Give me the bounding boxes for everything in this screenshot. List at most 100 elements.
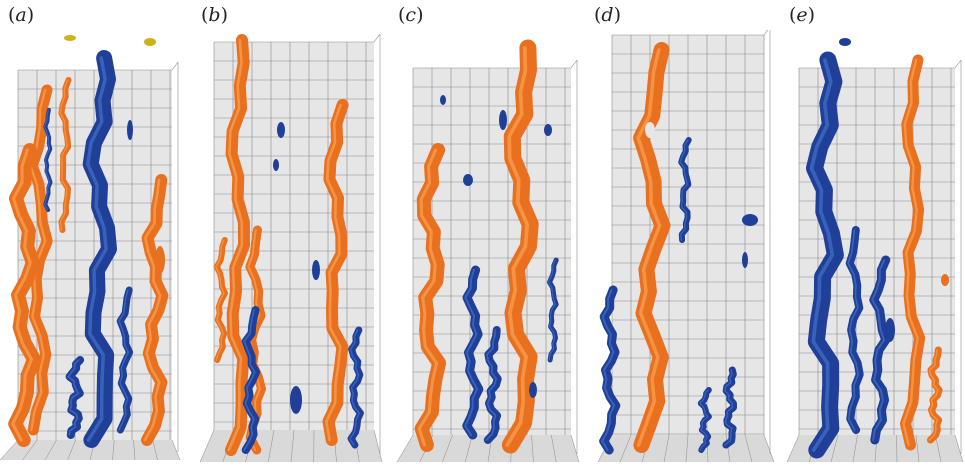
tube-highlight <box>464 269 479 436</box>
grid-line <box>725 434 731 463</box>
negative-structure <box>697 387 712 453</box>
tube-body <box>82 50 117 448</box>
positive-blob <box>941 274 949 286</box>
tube-highlight <box>679 139 689 241</box>
negative-blob <box>277 122 285 138</box>
grid-line <box>744 434 753 463</box>
loop-hole <box>645 122 655 138</box>
box-floor <box>0 440 180 460</box>
panel-label-a: (a) <box>8 4 35 26</box>
tube-body <box>225 34 250 456</box>
tube-body <box>483 326 502 444</box>
negative-structure <box>43 108 53 212</box>
tube-highlight <box>902 58 919 447</box>
tube-body <box>213 237 228 363</box>
tube-body <box>633 42 671 453</box>
negative-blob <box>742 214 758 226</box>
grid-line <box>67 439 76 461</box>
tube-highlight <box>600 289 616 451</box>
negative-blob <box>839 38 851 46</box>
tube-body <box>347 326 364 449</box>
tube-body <box>58 77 72 233</box>
tube-highlight <box>348 329 361 446</box>
tube-highlight <box>143 178 162 442</box>
tube-highlight <box>66 359 80 436</box>
positive-structure <box>141 174 169 446</box>
panel-b-render <box>199 33 383 463</box>
grid-line <box>373 429 383 463</box>
negative-structure <box>845 226 864 434</box>
box-floor <box>598 435 774 462</box>
positive-structure <box>927 346 943 444</box>
tube-body <box>547 257 559 363</box>
domain-box <box>597 30 775 463</box>
negative-structure <box>116 286 134 434</box>
positive-structure <box>58 77 72 233</box>
positive-blob <box>155 246 165 274</box>
tube-body <box>927 346 943 444</box>
panel-c-render <box>396 39 580 463</box>
negative-structure <box>599 285 621 455</box>
grid-line <box>896 434 898 463</box>
tube-body <box>501 39 539 454</box>
grid-line <box>112 439 115 461</box>
tube-body <box>722 366 737 449</box>
grid-line <box>570 434 580 463</box>
tube-body <box>806 51 844 459</box>
grid-line <box>619 434 632 463</box>
grid-line <box>935 434 942 463</box>
tube-body <box>43 108 53 212</box>
tube-highlight <box>227 38 244 452</box>
tube-highlight <box>723 369 734 446</box>
negative-blob <box>273 159 279 171</box>
negative-structure <box>678 137 692 243</box>
grid-line <box>442 434 453 463</box>
tube-body <box>697 387 712 453</box>
panel-label-b: (b) <box>201 4 229 26</box>
positive-structure <box>8 143 41 447</box>
grid-line <box>685 434 689 463</box>
grid-line <box>373 33 381 43</box>
tube-highlight <box>871 259 886 441</box>
tube-highlight <box>43 109 51 211</box>
positive-structure <box>213 237 228 363</box>
negative-structure <box>806 51 844 459</box>
tube-highlight <box>485 329 498 441</box>
tube-highlight <box>547 259 556 361</box>
negative-blob <box>885 318 895 342</box>
tube-highlight <box>505 46 530 447</box>
positive-structure <box>633 42 671 453</box>
grid-line <box>551 434 557 463</box>
tube-body <box>8 143 41 447</box>
grid-line <box>570 59 578 69</box>
panel-label-d: (d) <box>594 4 622 26</box>
grid-line <box>199 429 215 463</box>
grid-line <box>290 429 295 463</box>
positive-structure <box>414 143 447 452</box>
tube-highlight <box>928 349 939 441</box>
tube-highlight <box>10 148 34 442</box>
tube-highlight <box>809 58 835 452</box>
negative-blob <box>499 110 507 130</box>
tube-highlight <box>118 289 130 431</box>
negative-blob <box>463 174 473 186</box>
grid-line <box>465 434 473 463</box>
positive-structure <box>900 54 926 451</box>
tube-highlight <box>85 56 108 442</box>
negative-structure <box>65 356 85 439</box>
grid-line <box>133 439 136 461</box>
tube-body <box>462 265 484 440</box>
grid-line <box>954 434 964 463</box>
negative-blob <box>312 260 320 280</box>
negative-structure <box>241 306 261 454</box>
panel-d-render <box>597 30 775 463</box>
negative-blob <box>529 382 537 398</box>
grid-line <box>268 429 275 463</box>
tube-body <box>678 137 692 243</box>
grid-line <box>152 439 158 461</box>
tube-highlight <box>214 239 225 361</box>
panel-a-render <box>0 35 181 461</box>
minor-blob <box>144 38 156 46</box>
positive-structure <box>501 39 539 454</box>
